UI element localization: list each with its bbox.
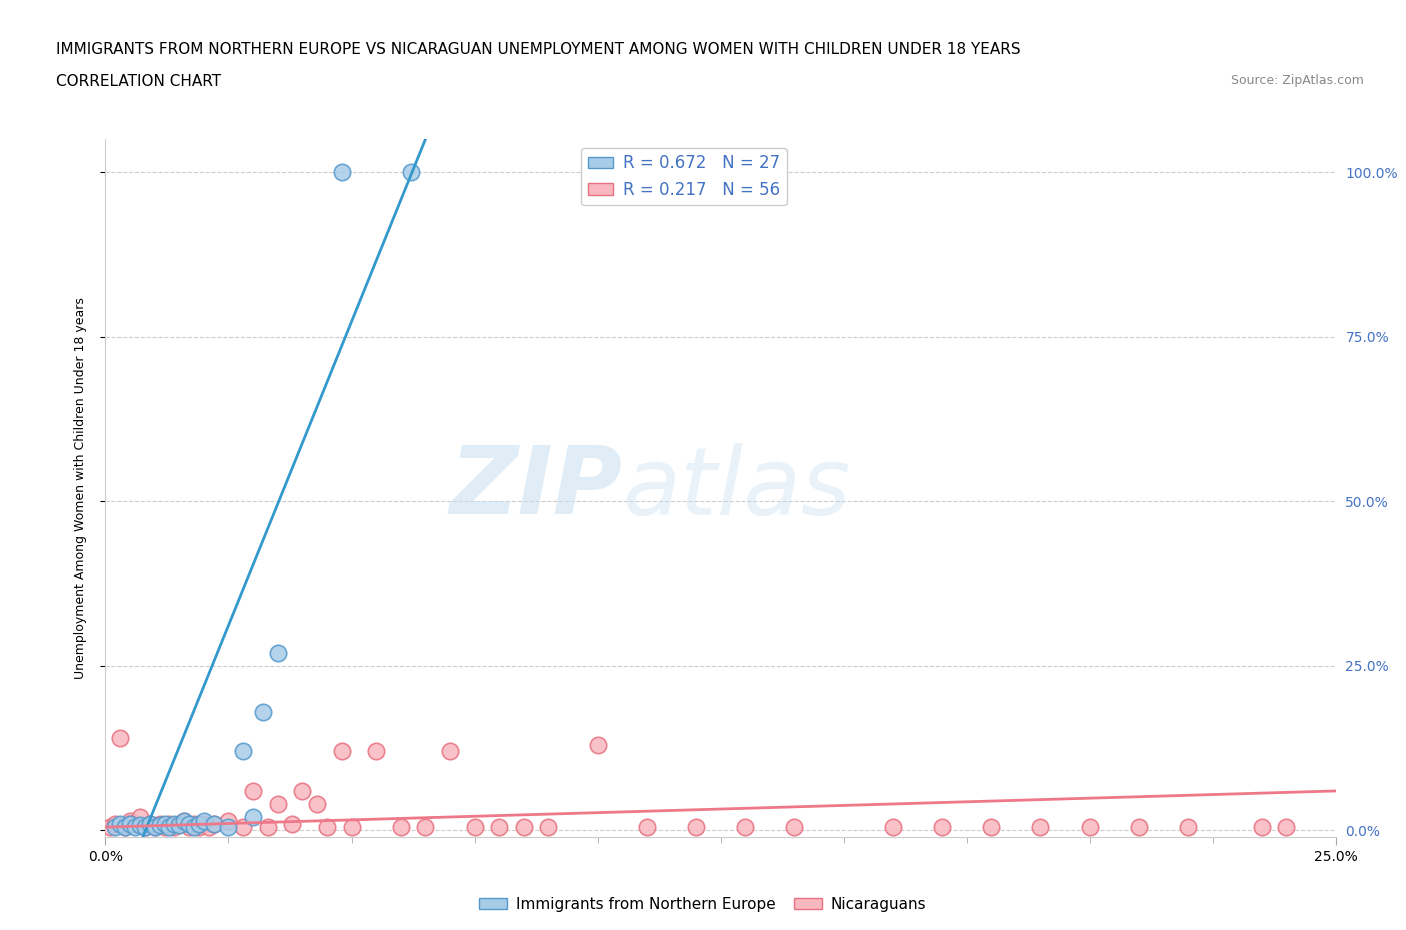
Point — [340, 819, 363, 834]
Point — [1275, 819, 1298, 834]
Legend: R = 0.672   N = 27, R = 0.217   N = 56: R = 0.672 N = 27, R = 0.217 N = 56 — [581, 148, 787, 206]
Point — [783, 819, 806, 834]
Point — [179, 819, 201, 834]
Point — [173, 813, 195, 828]
Point — [134, 819, 156, 834]
Point — [586, 737, 609, 752]
Point — [281, 817, 304, 831]
Point — [252, 705, 274, 720]
Point — [163, 817, 186, 831]
Point — [169, 817, 191, 832]
Point — [120, 817, 141, 831]
Point — [980, 819, 1002, 834]
Point — [931, 819, 953, 834]
Point — [202, 817, 225, 831]
Point — [159, 817, 180, 831]
Point — [415, 819, 437, 834]
Point — [120, 813, 141, 828]
Point — [315, 819, 337, 834]
Point — [685, 819, 707, 834]
Text: atlas: atlas — [621, 443, 851, 534]
Point — [143, 819, 166, 834]
Point — [110, 731, 132, 746]
Point — [138, 817, 162, 831]
Point — [104, 819, 127, 834]
Point — [193, 813, 215, 828]
Point — [129, 810, 152, 825]
Point — [188, 817, 211, 831]
Text: IMMIGRANTS FROM NORTHERN EUROPE VS NICARAGUAN UNEMPLOYMENT AMONG WOMEN WITH CHIL: IMMIGRANTS FROM NORTHERN EUROPE VS NICAR… — [56, 42, 1021, 57]
Point — [202, 817, 225, 831]
Point — [399, 165, 422, 179]
Text: Source: ZipAtlas.com: Source: ZipAtlas.com — [1230, 74, 1364, 87]
Point — [1128, 819, 1150, 834]
Point — [366, 744, 388, 759]
Text: ZIP: ZIP — [450, 443, 621, 534]
Point — [242, 783, 264, 798]
Point — [882, 819, 904, 834]
Point — [179, 817, 201, 831]
Point — [307, 797, 329, 812]
Point — [389, 819, 412, 834]
Point — [464, 819, 486, 834]
Point — [153, 819, 176, 834]
Point — [1251, 819, 1274, 834]
Point — [163, 819, 186, 834]
Point — [1177, 819, 1199, 834]
Point — [159, 819, 180, 834]
Point — [124, 819, 146, 834]
Point — [291, 783, 314, 798]
Point — [98, 819, 122, 834]
Point — [110, 817, 132, 831]
Point — [120, 817, 141, 831]
Point — [734, 819, 756, 834]
Point — [330, 744, 353, 759]
Point — [197, 819, 221, 834]
Point — [173, 813, 195, 828]
Y-axis label: Unemployment Among Women with Children Under 18 years: Unemployment Among Women with Children U… — [75, 298, 87, 679]
Point — [188, 819, 211, 834]
Text: CORRELATION CHART: CORRELATION CHART — [56, 74, 221, 89]
Point — [138, 817, 162, 831]
Point — [242, 810, 264, 825]
Point — [193, 817, 215, 831]
Point — [149, 817, 172, 832]
Point — [218, 813, 240, 828]
Point — [183, 819, 205, 834]
Point — [124, 817, 146, 831]
Point — [232, 744, 254, 759]
Point — [232, 819, 254, 834]
Point — [129, 817, 152, 832]
Point — [537, 819, 560, 834]
Point — [149, 817, 172, 831]
Point — [636, 819, 658, 834]
Point — [153, 817, 176, 831]
Point — [1029, 819, 1052, 834]
Legend: Immigrants from Northern Europe, Nicaraguans: Immigrants from Northern Europe, Nicarag… — [474, 891, 932, 918]
Point — [439, 744, 461, 759]
Point — [513, 819, 536, 834]
Point — [218, 819, 240, 834]
Point — [1078, 819, 1101, 834]
Point — [169, 817, 191, 831]
Point — [143, 819, 166, 834]
Point — [114, 819, 136, 834]
Point — [267, 797, 290, 812]
Point — [114, 819, 136, 834]
Point — [183, 817, 205, 831]
Point — [257, 819, 280, 834]
Point — [134, 819, 156, 834]
Point — [488, 819, 510, 834]
Point — [267, 645, 290, 660]
Point — [330, 165, 353, 179]
Point — [104, 817, 127, 831]
